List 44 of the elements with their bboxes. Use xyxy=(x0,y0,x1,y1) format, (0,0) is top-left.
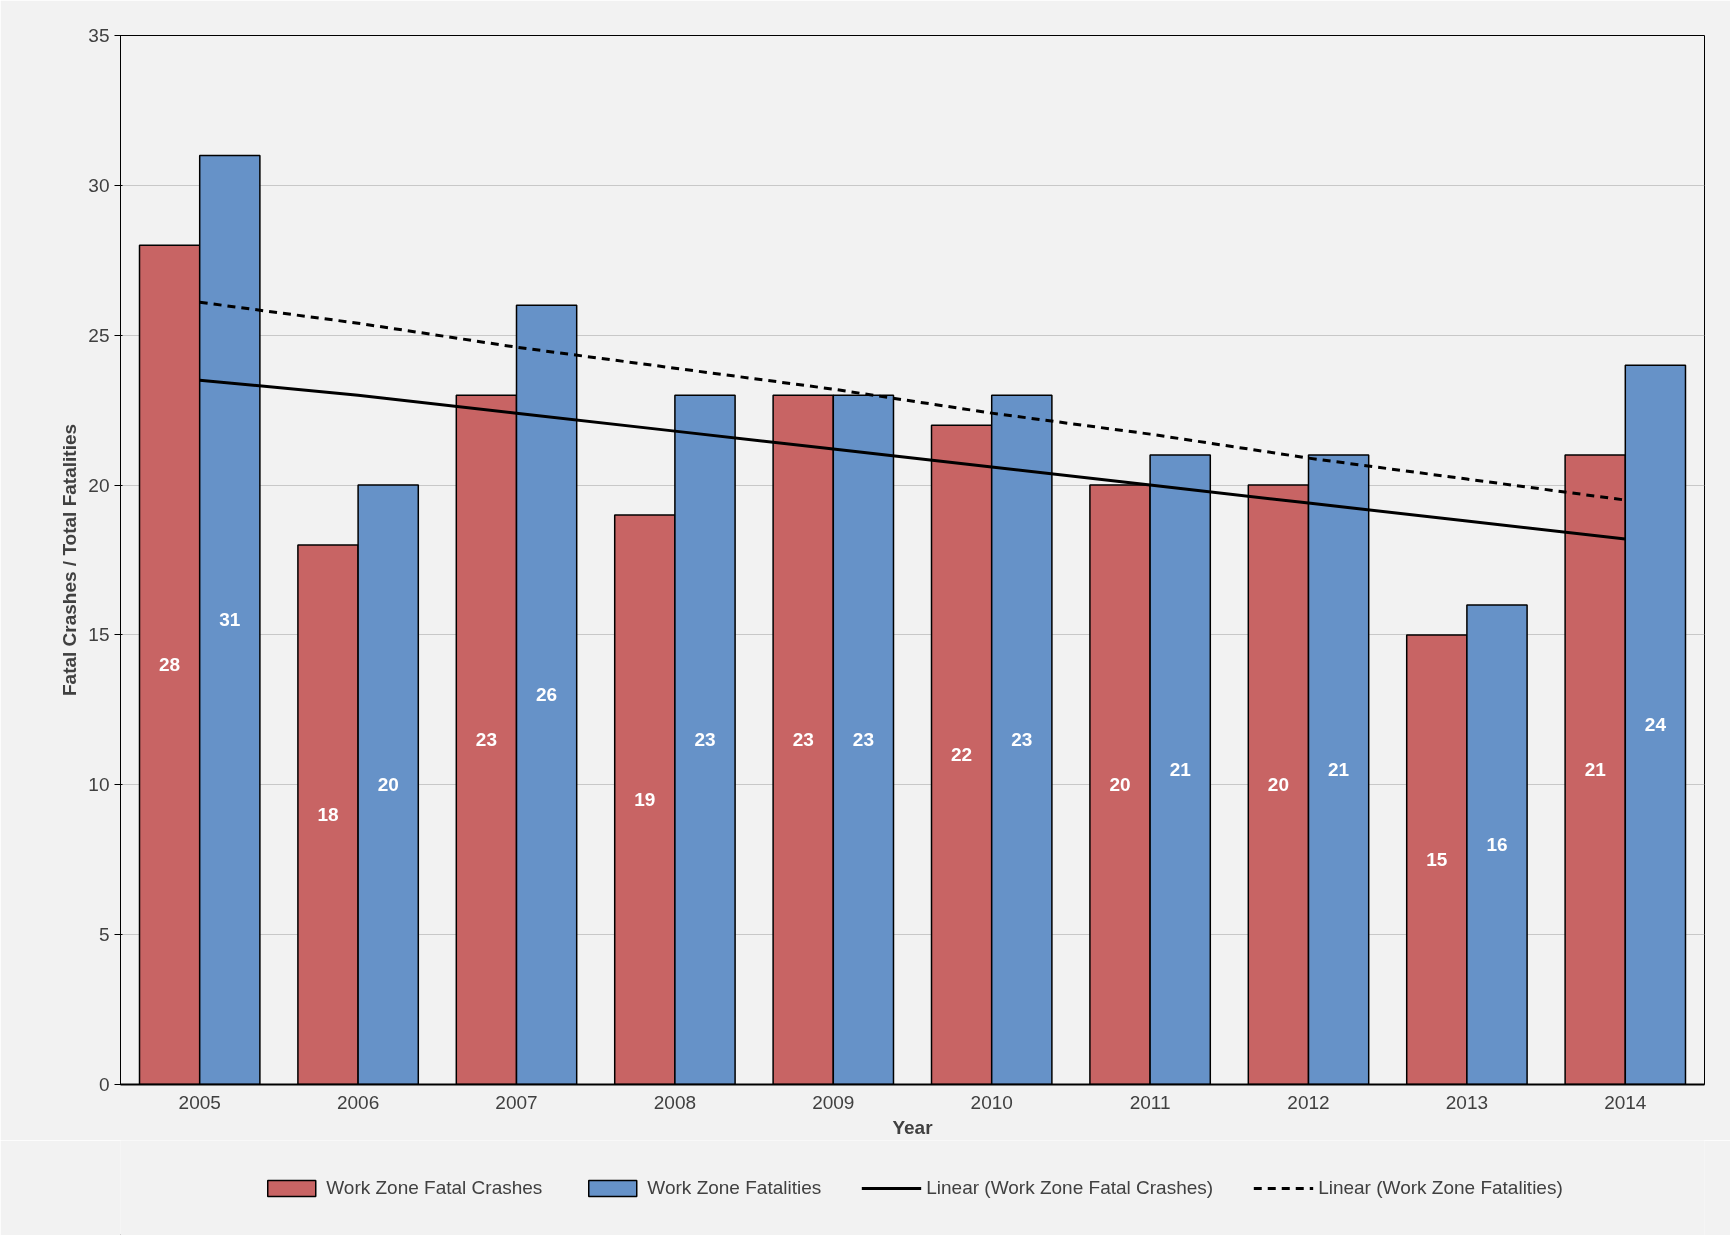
data-label: 19 xyxy=(634,789,656,811)
data-label: 22 xyxy=(951,744,973,766)
data-label: 26 xyxy=(536,684,558,706)
data-label: 24 xyxy=(1644,714,1667,736)
y-tick-label: 30 xyxy=(88,174,110,196)
data-label: 23 xyxy=(475,729,497,751)
y-tick-label: 20 xyxy=(88,474,110,496)
data-label: 21 xyxy=(1169,759,1192,781)
y-tick-label: 0 xyxy=(98,1074,110,1095)
y-tick-label: 5 xyxy=(98,924,110,946)
y-axis-title: Fatal Crashes / Total Fatalities xyxy=(59,423,81,697)
y-tick-label: 25 xyxy=(88,324,110,346)
data-label: 28 xyxy=(159,654,181,676)
x-axis-title: Year xyxy=(892,1116,934,1138)
x-tick-label: 2007 xyxy=(495,1091,538,1113)
x-tick-label: 2011 xyxy=(1129,1091,1171,1113)
y-tick-label: 10 xyxy=(88,774,110,796)
data-label: 21 xyxy=(1584,759,1607,781)
data-label: 20 xyxy=(1109,774,1131,796)
data-label: 23 xyxy=(694,729,716,751)
data-label: 20 xyxy=(377,774,399,796)
x-tick-label: 2008 xyxy=(653,1091,697,1113)
x-tick-label: 2006 xyxy=(336,1091,380,1113)
x-tick-label: 2012 xyxy=(1287,1091,1330,1113)
y-tick-label: 35 xyxy=(88,25,110,46)
data-label: 16 xyxy=(1486,834,1508,856)
data-label: 23 xyxy=(1011,729,1033,751)
data-label: 31 xyxy=(219,609,241,631)
data-label: 23 xyxy=(852,729,874,751)
data-label: 18 xyxy=(317,804,339,826)
x-tick-label: 2013 xyxy=(1445,1091,1489,1113)
data-label: 23 xyxy=(792,729,814,751)
data-label: 21 xyxy=(1328,759,1350,781)
legend-label: Linear (Work Zone Fatal Crashes) xyxy=(926,1176,1214,1199)
x-tick-label: 2014 xyxy=(1604,1091,1647,1113)
x-tick-label: 2010 xyxy=(970,1091,1013,1113)
data-label: 15 xyxy=(1426,849,1448,871)
x-tick-label: 2005 xyxy=(178,1091,221,1113)
legend-label: Work Zone Fatalities xyxy=(647,1176,822,1199)
legend-label: Work Zone Fatal Crashes xyxy=(326,1176,543,1199)
legend-label: Linear (Work Zone Fatalities) xyxy=(1318,1176,1563,1199)
data-label: 20 xyxy=(1267,774,1289,796)
x-tick-label: 2009 xyxy=(812,1091,855,1113)
y-tick-label: 15 xyxy=(88,624,110,646)
